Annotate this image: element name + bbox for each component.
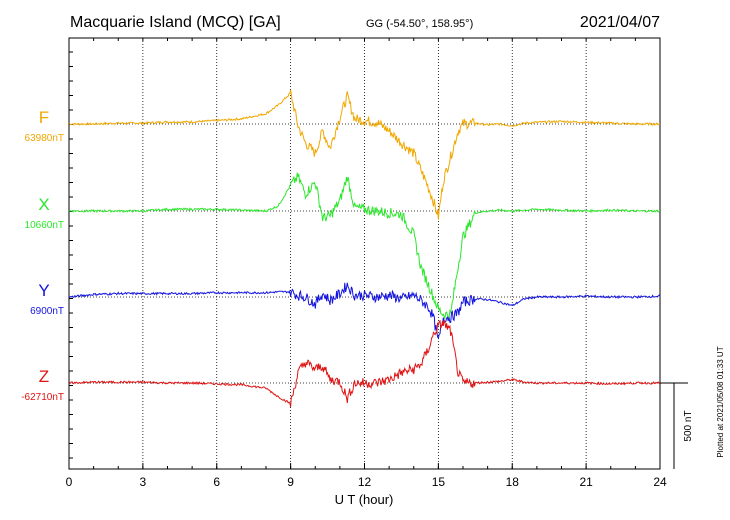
coordinates-label: GG (-54.50°, 158.95°) xyxy=(366,18,473,30)
scale-bar-label: 500 nT xyxy=(683,410,694,441)
series-line-f xyxy=(68,89,661,220)
series-line-y xyxy=(68,282,661,340)
series-name-z: Z xyxy=(39,367,49,386)
x-tick-label: 15 xyxy=(432,475,446,489)
x-tick-label: 6 xyxy=(213,475,220,489)
x-axis-tick-labels: 0 3 6 9 12 15 18 21 24 xyxy=(66,475,667,489)
x-tick-label: 21 xyxy=(579,475,593,489)
series-line-z xyxy=(68,319,661,408)
x-tick-label: 3 xyxy=(140,475,147,489)
series-layer xyxy=(68,89,661,408)
x-tick-label: 12 xyxy=(358,475,372,489)
series-name-x: X xyxy=(38,195,49,214)
x-tick-label: 24 xyxy=(653,475,667,489)
x-tick-label: 18 xyxy=(506,475,520,489)
series-name-f: F xyxy=(39,108,49,127)
plotted-timestamp: Plotted at 2021/05/08 01:33 UT xyxy=(716,346,725,457)
series-name-y: Y xyxy=(38,281,49,300)
series-baseline-f: 63980nT xyxy=(25,133,64,144)
series-baseline-y: 6900nT xyxy=(30,306,64,317)
series-baseline-z: -62710nT xyxy=(21,392,64,403)
x-axis-ticks xyxy=(68,38,661,469)
scale-bar: 500 nT xyxy=(660,382,694,469)
series-line-x xyxy=(68,172,661,320)
x-tick-label: 9 xyxy=(287,475,294,489)
date-label: 2021/04/07 xyxy=(580,14,660,31)
series-labels: F 63980nT X 10660nT Y 6900nT Z -62710nT xyxy=(21,108,64,403)
station-title: Macquarie Island (MCQ) [GA] xyxy=(70,14,281,31)
series-baseline-x: 10660nT xyxy=(25,220,64,231)
x-tick-label: 0 xyxy=(66,475,73,489)
grid-lines xyxy=(69,38,660,469)
x-axis-label: U T (hour) xyxy=(335,492,394,507)
